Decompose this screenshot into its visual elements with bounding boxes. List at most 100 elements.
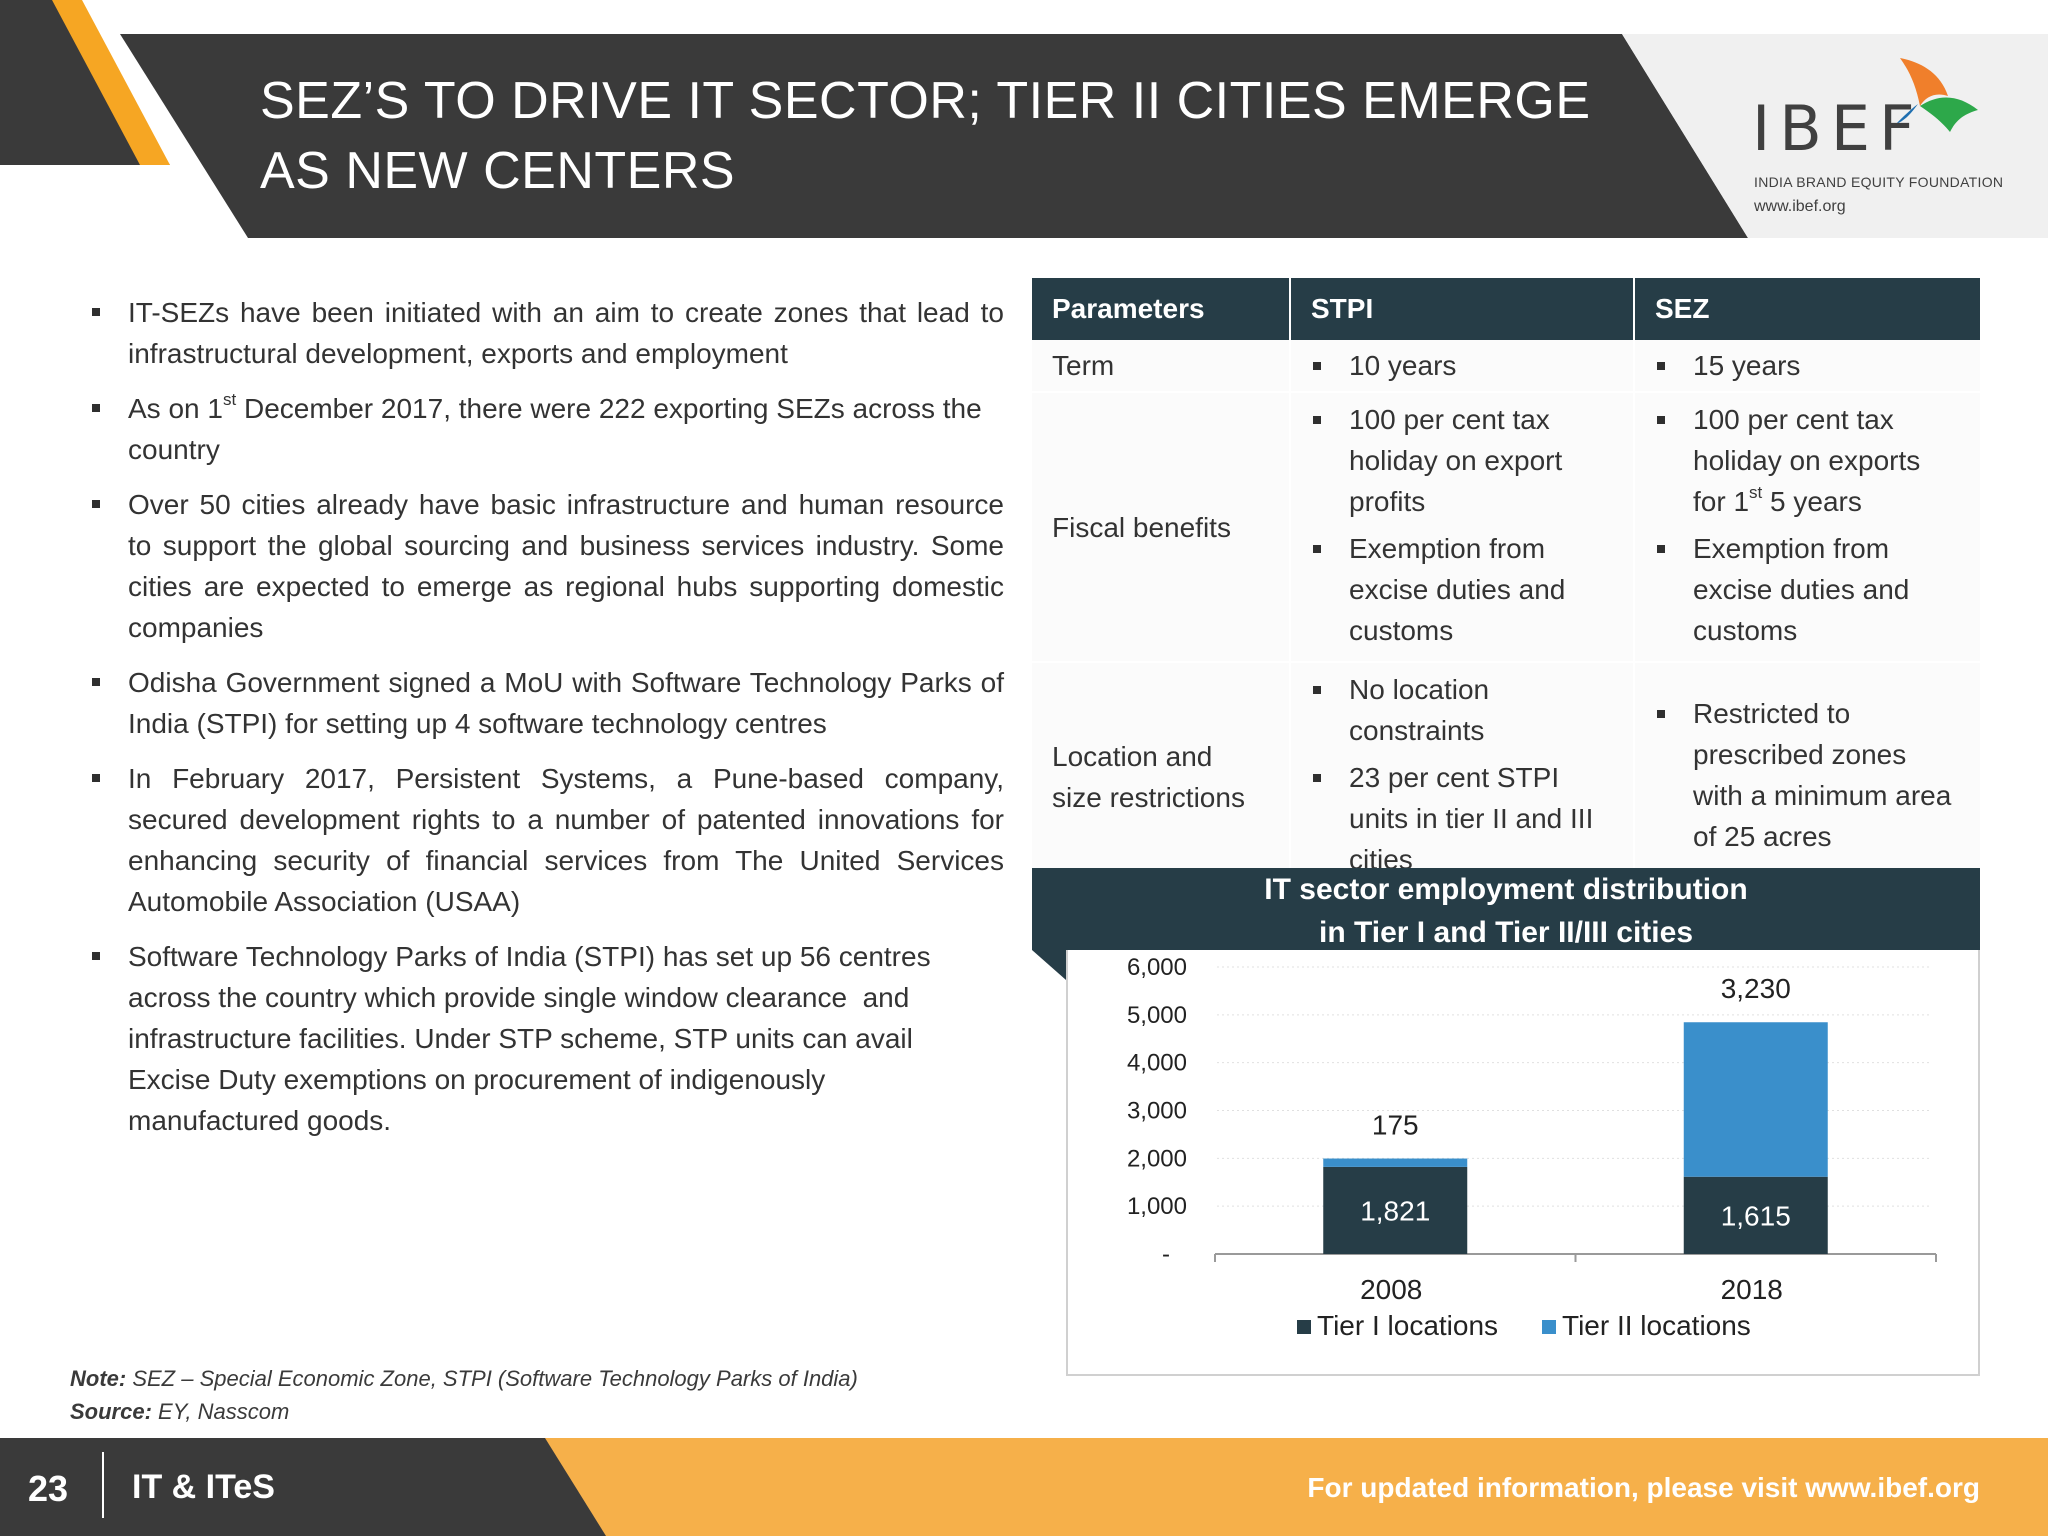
row-label-fiscal: Fiscal benefits xyxy=(1032,392,1291,663)
bullet-square-icon xyxy=(1657,416,1665,424)
header-accent-stripe xyxy=(52,0,170,165)
cell-sez-term: 15 years xyxy=(1634,340,1980,393)
header-title-bar xyxy=(120,34,1748,238)
ibef-logo-bird-icon xyxy=(1896,58,1978,132)
source-line: Source: EY, Nasscom xyxy=(70,1395,858,1428)
bullet-text-line: Excise Duty exemptions on procurement of… xyxy=(128,1064,826,1095)
y-tick-label: 5,000 xyxy=(1127,1002,1187,1029)
bullet-square-icon xyxy=(1313,774,1321,782)
table-bullet: Exemption from excise duties and customs xyxy=(1655,528,1960,651)
chart-title: IT sector employment distribution in Tie… xyxy=(1032,868,1980,950)
cell-text: 10 years xyxy=(1349,350,1457,381)
bullet-square-icon xyxy=(92,952,100,960)
x-category-label: 2018 xyxy=(1721,1274,1783,1305)
source-text: EY, Nasscom xyxy=(151,1399,290,1424)
chart-fold-corner xyxy=(1032,950,1066,980)
chart-title-line-2: in Tier I and Tier II/III cities xyxy=(1318,916,1694,949)
bullet-square-icon xyxy=(1657,709,1665,718)
bullet-item: As on 1st December 2017, there were 222 … xyxy=(90,388,1004,470)
cell-text: 100 per cent tax holiday on export profi… xyxy=(1349,404,1563,517)
row-label-term: Term xyxy=(1032,340,1291,393)
source-label: Source: xyxy=(70,1399,152,1424)
bar-segment xyxy=(1323,1166,1468,1254)
bullet-text: Over 50 cities already have basic infras… xyxy=(128,489,1004,643)
row-label-line: size restrictions xyxy=(1052,781,1245,813)
bullet-superscript: st xyxy=(222,389,237,409)
cell-text: Exemption from excise duties and customs xyxy=(1349,533,1566,646)
y-tick-label: 1,000 xyxy=(1127,1193,1187,1220)
bullet-square-icon xyxy=(92,500,100,508)
y-tick-label: 6,000 xyxy=(1127,954,1187,981)
bullet-square-icon xyxy=(92,774,100,782)
bullet-text: Odisha Government signed a MoU with Soft… xyxy=(128,667,1004,739)
y-tick-label: 2,000 xyxy=(1127,1145,1187,1172)
chart-frame xyxy=(1066,950,1980,1376)
cell-text: Exemption from excise duties and customs xyxy=(1693,533,1910,646)
y-tick-label: - xyxy=(1162,1241,1170,1268)
bullet-square-icon xyxy=(1313,362,1321,370)
logo-subtitle: INDIA BRAND EQUITY FOUNDATION xyxy=(1754,174,2004,190)
bullet-item: In February 2017, Persistent Systems, a … xyxy=(90,758,1004,922)
legend-swatch xyxy=(1542,1320,1556,1334)
bullet-text-line: infrastructure facilities. Under STP sch… xyxy=(128,1023,913,1054)
page-title-line-2: AS NEW CENTERS xyxy=(260,142,736,200)
chart-title-line-1: IT sector employment distribution xyxy=(1264,873,1748,906)
table-row-fiscal: Fiscal benefits 100 per cent tax holiday… xyxy=(1032,392,1980,663)
table-bullet: No location constraints xyxy=(1311,669,1613,751)
cell-text: 23 per cent STPI units in tier II and II… xyxy=(1349,762,1594,875)
bar-segment xyxy=(1323,1158,1468,1167)
notes-block: Note: SEZ – Special Economic Zone, STPI … xyxy=(70,1362,858,1428)
bullet-text-line: across the country which provide single … xyxy=(128,982,910,1013)
bullet-text: IT-SEZs have been initiated with an aim … xyxy=(128,297,1004,369)
bar-segment xyxy=(1683,1022,1828,1177)
table-header-sez: SEZ xyxy=(1634,278,1980,340)
bullet-square-icon xyxy=(92,404,100,412)
table-row-location: Location and size restrictions No locatio… xyxy=(1032,662,1980,893)
bullet-list: IT-SEZs have been initiated with an aim … xyxy=(90,292,1004,1155)
cell-text: 15 years xyxy=(1693,350,1801,381)
table-header-stpi: STPI xyxy=(1290,278,1635,340)
comparison-table: Parameters STPI SEZ Term 10 years 15 yea… xyxy=(1032,278,1980,893)
cell-stpi-fiscal: 100 per cent tax holiday on export profi… xyxy=(1290,392,1635,663)
cell-stpi-location: No location constraints 23 per cent STPI… xyxy=(1290,662,1635,893)
page-title-line-1: SEZ’S TO DRIVE IT SECTOR; TIER II CITIES… xyxy=(260,72,1591,130)
table-bullet: 15 years xyxy=(1655,345,1960,386)
bullet-square-icon xyxy=(1313,545,1321,553)
cell-stpi-term: 10 years xyxy=(1290,340,1635,393)
page-number: 23 xyxy=(28,1468,69,1509)
cell-sez-fiscal: 100 per cent tax holiday on exports for … xyxy=(1634,392,1980,663)
logo-wordmark: IBEF xyxy=(1752,92,1924,165)
cell-superscript: st xyxy=(1749,482,1763,502)
note-label: Note: xyxy=(70,1366,127,1391)
table-bullet: Restricted to prescribed zones with a mi… xyxy=(1655,693,1960,857)
bullet-text-line: manufactured goods. xyxy=(128,1105,392,1136)
note-text: SEZ – Special Economic Zone, STPI (Softw… xyxy=(126,1366,858,1391)
table-bullet: 100 per cent tax holiday on exports for … xyxy=(1655,399,1960,522)
data-label: 1,821 xyxy=(1360,1195,1430,1226)
table-row-term: Term 10 years 15 years xyxy=(1032,340,1980,393)
legend-label: Tier II locations xyxy=(1562,1310,1751,1341)
bullet-square-icon xyxy=(92,678,100,686)
bullet-square-icon xyxy=(1313,686,1321,694)
cell-sez-location: Restricted to prescribed zones with a mi… xyxy=(1634,662,1980,893)
cell-text: 5 years xyxy=(1762,486,1862,517)
footer-dark-area xyxy=(0,1438,606,1536)
note-line: Note: SEZ – Special Economic Zone, STPI … xyxy=(70,1362,858,1395)
table-header-parameters: Parameters xyxy=(1032,278,1291,340)
bullet-square-icon xyxy=(1313,416,1321,424)
bullet-text: December 2017, there were 222 exporting … xyxy=(128,393,982,465)
table-bullet: 100 per cent tax holiday on export profi… xyxy=(1311,399,1613,522)
table-bullet: 23 per cent STPI units in tier II and II… xyxy=(1311,757,1613,880)
chart-plot: - 1,000 2,000 3,000 4,000 5,000 6,000 1,821 175 2… xyxy=(1127,954,1937,1341)
bullet-text: As on 1 xyxy=(128,393,223,424)
legend-swatch xyxy=(1297,1320,1311,1334)
cell-text: No location constraints xyxy=(1349,674,1490,746)
section-name: IT & ITeS xyxy=(132,1468,275,1506)
page-title: SEZ’S TO DRIVE IT SECTOR; TIER II CITIES… xyxy=(260,66,1600,206)
y-tick-label: 4,000 xyxy=(1127,1050,1187,1077)
footer-visit-link[interactable]: For updated information, please visit ww… xyxy=(1307,1472,1980,1503)
footer-divider xyxy=(102,1452,104,1518)
bullet-square-icon xyxy=(1657,362,1665,370)
logo-url: www.ibef.org xyxy=(1754,198,1846,215)
data-label: 3,230 xyxy=(1721,973,1791,1004)
